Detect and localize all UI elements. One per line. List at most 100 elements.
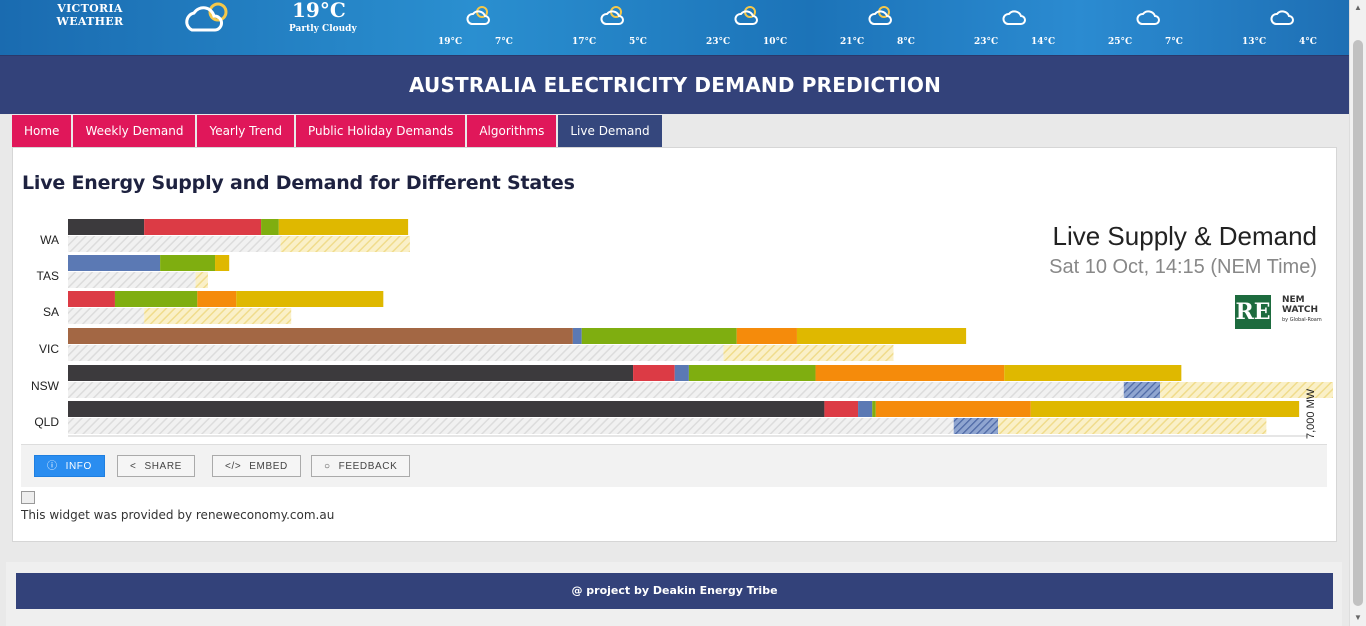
- widget-toolbar: ⓘ INFO < SHARE </> EMBED ○ FEEDBACK: [21, 444, 1327, 487]
- demand-segment-rooftop[interactable]: [195, 272, 208, 288]
- info-icon: ⓘ: [47, 461, 58, 472]
- supply-segment-hydro[interactable]: [68, 255, 161, 271]
- supply-segment-hydro[interactable]: [674, 365, 689, 381]
- nem-logo-line1: NEM: [1282, 295, 1305, 305]
- embed-label: EMBED: [249, 461, 288, 472]
- demand-segment-rooftop[interactable]: [723, 345, 894, 361]
- reneweconomy-logo[interactable]: RE: [1235, 295, 1271, 329]
- supply-segment-coal[interactable]: [68, 365, 634, 381]
- scroll-down-arrow-icon[interactable]: ▼: [1354, 613, 1362, 622]
- supply-segment-coal[interactable]: [68, 219, 145, 235]
- supply-segment-wind[interactable]: [261, 219, 279, 235]
- forecast-high: 23°C: [706, 37, 731, 47]
- demand-segment-import[interactable]: [1123, 382, 1161, 398]
- current-condition: Partly Cloudy: [289, 24, 357, 34]
- forecast-low: 4°C: [1299, 37, 1317, 47]
- supply-segment-brown_coal[interactable]: [68, 328, 573, 344]
- supply-segment-gas[interactable]: [68, 291, 115, 307]
- supply-segment-solar_rooftop[interactable]: [736, 328, 797, 344]
- forecast-low: 10°C: [763, 37, 788, 47]
- forecast-high: 13°C: [1242, 37, 1267, 47]
- demand-segment-rooftop[interactable]: [1160, 382, 1333, 398]
- demand-segment-rooftop[interactable]: [998, 418, 1267, 434]
- supply-segment-wind[interactable]: [688, 365, 816, 381]
- forecast-high: 23°C: [974, 37, 999, 47]
- code-icon: </>: [225, 461, 242, 472]
- supply-segment-solar_rooftop[interactable]: [815, 365, 1005, 381]
- supply-segment-solar[interactable]: [1004, 365, 1182, 381]
- scroll-up-arrow-icon[interactable]: ▲: [1354, 3, 1362, 12]
- demand-segment-grid[interactable]: [68, 418, 954, 434]
- demand-segment-grid[interactable]: [68, 345, 724, 361]
- embed-button[interactable]: </> EMBED: [212, 455, 301, 477]
- tab-home[interactable]: Home: [12, 115, 72, 147]
- supply-segment-gas[interactable]: [824, 401, 859, 417]
- state-label: NSW: [31, 379, 60, 393]
- supply-segment-wind[interactable]: [581, 328, 737, 344]
- tab-live-demand[interactable]: Live Demand: [558, 115, 662, 147]
- tab-algorithms[interactable]: Algorithms: [467, 115, 557, 147]
- partly-sunny-icon: [466, 4, 492, 30]
- forecast-low: 14°C: [1031, 37, 1056, 47]
- scroll-thumb[interactable]: [1353, 40, 1363, 606]
- forecast-high: 19°C: [438, 37, 463, 47]
- demand-segment-rooftop[interactable]: [144, 308, 292, 324]
- forecast-low: 7°C: [495, 37, 513, 47]
- supply-segment-solar_rooftop[interactable]: [197, 291, 237, 307]
- nem-logo-line2: WATCH: [1282, 305, 1319, 315]
- live-supply-demand-widget[interactable]: WA TAS SA VIC NSW QLD Live Supply & Demand Sa…: [23, 213, 1333, 443]
- supply-segment-hydro[interactable]: [858, 401, 873, 417]
- supply-segment-hydro[interactable]: [572, 328, 582, 344]
- forecast-high: 17°C: [572, 37, 597, 47]
- page-scrollbar[interactable]: ▲ ▼: [1349, 0, 1366, 626]
- supply-segment-solar[interactable]: [796, 328, 967, 344]
- supply-segment-solar[interactable]: [236, 291, 384, 307]
- supply-segment-solar_rooftop[interactable]: [875, 401, 1031, 417]
- footer-text: @ project by Deakin Energy Tribe: [571, 584, 778, 597]
- tab-public-holiday-demands[interactable]: Public Holiday Demands: [295, 115, 466, 147]
- tab-yearly-trend[interactable]: Yearly Trend: [197, 115, 294, 147]
- section-title: Live Energy Supply and Demand for Differ…: [22, 172, 575, 194]
- supply-segment-wind[interactable]: [872, 401, 876, 417]
- partly-sunny-icon: [868, 4, 894, 30]
- info-label: INFO: [65, 461, 92, 472]
- state-label: QLD: [34, 415, 59, 429]
- supply-segment-solar[interactable]: [278, 219, 409, 235]
- demand-segment-import[interactable]: [953, 418, 998, 434]
- supply-segment-solar[interactable]: [1030, 401, 1300, 417]
- cloud-icon: [1136, 4, 1162, 30]
- forecast-high: 25°C: [1108, 37, 1133, 47]
- supply-segment-coal[interactable]: [68, 401, 825, 417]
- supply-segment-gas[interactable]: [144, 219, 262, 235]
- demand-segment-grid[interactable]: [68, 272, 196, 288]
- demand-segment-grid[interactable]: [68, 236, 281, 252]
- comment-icon: ○: [324, 461, 331, 472]
- supply-segment-wind[interactable]: [160, 255, 216, 271]
- state-label: SA: [43, 305, 59, 319]
- widget-timestamp: Sat 10 Oct, 14:15 (NEM Time): [1049, 256, 1317, 278]
- page-title: AUSTRALIA ELECTRICITY DEMAND PREDICTION: [408, 73, 942, 97]
- nem-watch-logo[interactable]: NEM WATCH by Global-Roam: [1282, 295, 1322, 329]
- page-header: AUSTRALIA ELECTRICITY DEMAND PREDICTION: [0, 55, 1350, 114]
- nem-logo-line3: by Global-Roam: [1282, 317, 1322, 323]
- forecast-high: 21°C: [840, 37, 865, 47]
- partly-sunny-icon: [734, 4, 760, 30]
- supply-segment-gas[interactable]: [633, 365, 675, 381]
- axis-scale-label: 7,000 MW: [1305, 388, 1317, 439]
- tab-weekly-demand[interactable]: Weekly Demand: [73, 115, 196, 147]
- feedback-button[interactable]: ○ FEEDBACK: [311, 455, 411, 477]
- info-button[interactable]: ⓘ INFO: [34, 455, 105, 477]
- demand-segment-rooftop[interactable]: [280, 236, 410, 252]
- share-button[interactable]: < SHARE: [117, 455, 195, 477]
- supply-segment-wind[interactable]: [114, 291, 198, 307]
- weather-title: VICTORIA WEATHER: [40, 2, 140, 28]
- demand-segment-grid[interactable]: [68, 308, 145, 324]
- forecast-low: 5°C: [629, 37, 647, 47]
- forecast-day: 23°C 14°C: [974, 0, 1084, 55]
- demand-segment-grid[interactable]: [68, 382, 1124, 398]
- forecast-day: 19°C 7°C: [438, 0, 548, 55]
- forecast-day: 13°C 4°C: [1242, 0, 1352, 55]
- supply-segment-solar[interactable]: [215, 255, 230, 271]
- forecast-day: 17°C 5°C: [572, 0, 682, 55]
- forecast-low: 7°C: [1165, 37, 1183, 47]
